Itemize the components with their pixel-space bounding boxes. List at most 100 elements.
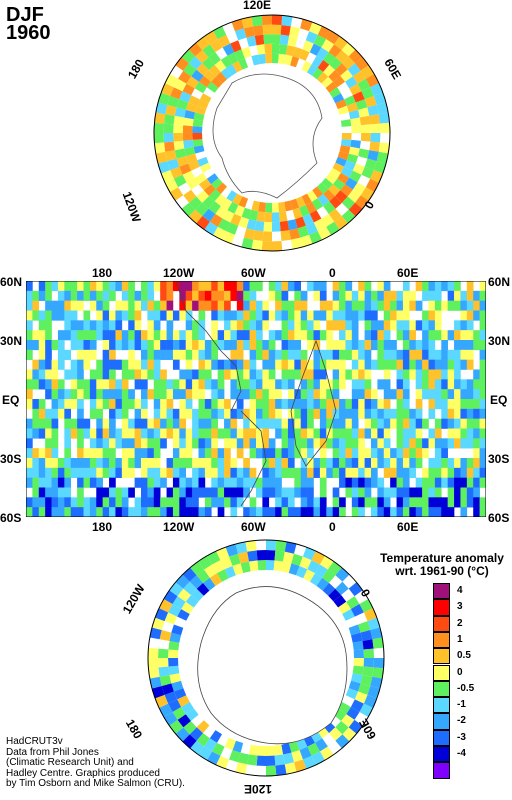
map-cell — [294, 389, 302, 400]
polar-cell — [204, 564, 217, 578]
credit-line-1: HadCRUT3v — [6, 736, 63, 747]
map-cell — [70, 389, 78, 400]
map-cell — [345, 320, 353, 331]
polar-cell — [197, 99, 209, 110]
map-cell — [332, 418, 340, 429]
map-cell — [351, 507, 359, 517]
map-cell — [262, 477, 270, 488]
map-cell — [230, 379, 238, 390]
map-cell — [115, 497, 123, 508]
map-cell — [307, 448, 314, 459]
map-cell — [377, 300, 385, 311]
map-cell — [160, 349, 167, 360]
map-cell — [294, 418, 302, 429]
map-cell — [77, 281, 84, 292]
map-cell — [268, 369, 276, 380]
polar-cell — [312, 67, 324, 80]
polar-cell — [335, 190, 348, 203]
polar-cell — [214, 59, 227, 72]
map-cell — [102, 507, 110, 517]
map-cell — [473, 379, 480, 390]
map-cell — [402, 349, 410, 360]
polar-cell — [164, 691, 178, 704]
map-cell — [32, 359, 40, 370]
polar-cell — [158, 92, 171, 105]
map-cell — [339, 281, 346, 292]
map-cell — [96, 300, 103, 311]
map-cell — [326, 428, 333, 439]
map-cell — [128, 310, 135, 321]
polar-cell — [190, 740, 205, 755]
polar-cell — [225, 544, 238, 557]
map-cell — [57, 487, 65, 498]
map-cell — [441, 507, 448, 517]
polar-cell — [171, 680, 184, 692]
polar-cell — [220, 556, 233, 570]
polar-cell — [256, 44, 266, 55]
map-cell — [434, 448, 442, 459]
map-cell — [147, 369, 155, 380]
legend-swatch — [433, 697, 450, 714]
map-cell — [460, 399, 468, 410]
map-cell — [102, 418, 110, 429]
polar-cell — [321, 213, 335, 227]
map-cell — [230, 290, 238, 301]
map-cell — [383, 379, 391, 390]
map-cell — [121, 487, 129, 498]
map-cell — [287, 487, 295, 498]
map-cell — [422, 320, 429, 331]
map-cell — [415, 281, 423, 292]
map-cell — [64, 448, 72, 459]
map-cell — [332, 389, 340, 400]
map-cell — [121, 438, 129, 449]
map-cell — [224, 487, 231, 498]
map-cell — [147, 448, 155, 459]
map-cell — [57, 340, 65, 351]
map-cell — [109, 369, 116, 380]
map-cell — [351, 399, 359, 410]
polar-cell — [378, 142, 390, 154]
polar-cell — [196, 216, 210, 230]
map-cell — [26, 497, 33, 508]
map-cell — [339, 497, 346, 508]
map-cell — [377, 448, 385, 459]
north-polar-map — [153, 14, 391, 252]
polar-cell — [346, 102, 359, 113]
map-cell — [102, 458, 110, 469]
polar-cell — [247, 550, 258, 562]
map-cell — [204, 281, 212, 292]
polar-cell — [283, 752, 294, 765]
polar-cell — [275, 764, 287, 776]
polar-cell — [332, 93, 345, 104]
map-cell — [204, 418, 212, 429]
map-cell — [262, 320, 270, 331]
map-cell — [70, 310, 78, 321]
polar-cell — [232, 740, 244, 753]
polar-cell — [329, 168, 341, 179]
map-cell — [230, 458, 238, 469]
map-cell — [45, 418, 52, 429]
map-cell — [77, 399, 84, 410]
map-cell — [243, 487, 250, 498]
polar-cell — [361, 87, 374, 100]
map-cell — [466, 310, 474, 321]
map-cell — [70, 507, 78, 517]
map-cell — [128, 467, 135, 478]
map-cell — [26, 389, 33, 400]
polar-cell — [274, 550, 285, 562]
map-cell — [358, 310, 365, 321]
map-cell — [83, 310, 91, 321]
map-cell — [134, 310, 142, 321]
map-cell — [466, 359, 474, 370]
polar-cell — [285, 45, 296, 57]
map-cell — [313, 389, 321, 400]
polar-cell — [241, 16, 254, 29]
map-cell — [364, 428, 372, 439]
legend-swatch — [433, 664, 450, 681]
polar-cell — [177, 609, 190, 621]
map-cell — [358, 408, 365, 419]
map-cell — [89, 438, 97, 449]
map-cell — [371, 359, 378, 370]
map-cell — [70, 467, 78, 478]
polar-cell — [169, 632, 181, 643]
